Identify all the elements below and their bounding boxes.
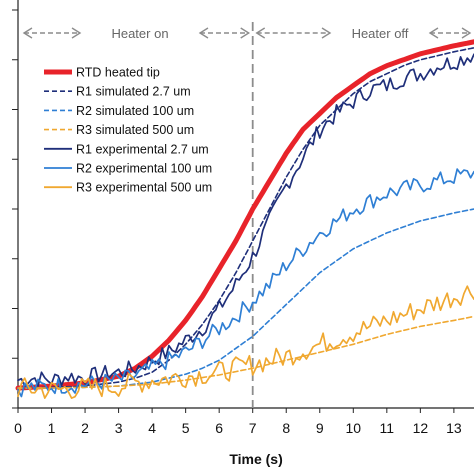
legend-label: R2 experimental 100 um [76, 162, 212, 176]
x-tick-label: 6 [215, 420, 223, 436]
x-tick-label: 12 [413, 420, 429, 436]
plot-area: 0 1 2 3 4 5 6 7 8 9 10 11 12 13 Heater on Heater off … [12, 0, 474, 467]
legend-label: R1 simulated 2.7 um [76, 85, 191, 99]
heater-off-arrow [255, 27, 472, 39]
heater-off-label: Heater off [352, 26, 409, 41]
x-tick-label: 9 [316, 420, 324, 436]
x-tick-label: 5 [182, 420, 190, 436]
arrow-head-left [198, 27, 209, 39]
x-tick-label: 7 [249, 420, 257, 436]
legend-label: R3 simulated 500 um [76, 123, 194, 137]
series-line-r1-experimental-2-7-um [17, 53, 474, 387]
x-tick-label: 1 [48, 420, 56, 436]
x-tick-label: 3 [115, 420, 123, 436]
x-axis-tick-labels: 0 1 2 3 4 5 6 7 8 9 10 11 12 13 [14, 420, 462, 436]
series-line-r3-experimental-500-um [17, 285, 474, 399]
arrow-head-right [240, 27, 251, 39]
x-tick-label: 0 [14, 420, 22, 436]
series-line-r3-simulated-500-um [17, 315, 474, 389]
x-tick-label: 13 [446, 420, 462, 436]
x-axis-title: Time (s) [229, 451, 282, 467]
series-lines [15, 39, 474, 399]
arrow-head-right [321, 27, 332, 39]
x-tick-label: 4 [148, 420, 156, 436]
series-line-r2-simulated-100-um [17, 208, 474, 389]
legend-label: R1 experimental 2.7 um [76, 142, 209, 156]
arrow-head-left [22, 27, 33, 39]
heater-on-label: Heater on [111, 26, 168, 41]
x-tick-label: 11 [380, 420, 395, 436]
arrow-head-left [428, 27, 439, 39]
x-tick-label: 10 [346, 420, 362, 436]
legend: RTD heated tip R1 simulated 2.7 um R2 simu… [44, 66, 212, 195]
heater-on-arrow [22, 27, 251, 39]
x-axis-ticks [17, 408, 455, 413]
legend-label: R3 experimental 500 um [76, 181, 212, 195]
x-tick-label: 8 [282, 420, 290, 436]
arrow-head-left [255, 27, 266, 39]
arrow-head-right [71, 27, 82, 39]
legend-label: RTD heated tip [76, 66, 160, 80]
legend-label: R2 simulated 100 um [76, 104, 194, 118]
arrow-head-right [461, 27, 472, 39]
y-axis-ticks [12, 9, 18, 409]
x-tick-label: 2 [81, 420, 89, 436]
